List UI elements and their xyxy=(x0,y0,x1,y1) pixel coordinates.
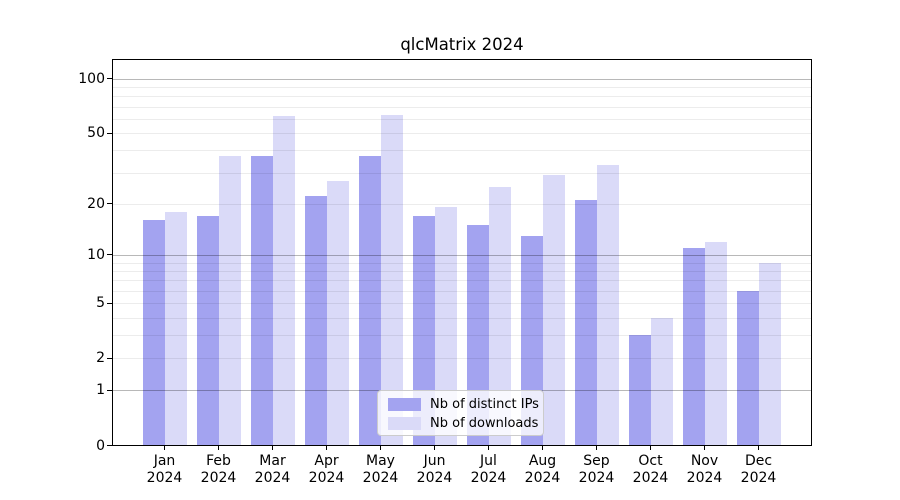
legend: Nb of distinct IPs Nb of downloads xyxy=(377,390,544,436)
x-tick-month: May xyxy=(366,453,395,469)
x-tick-label-mar: Mar 2024 xyxy=(245,453,301,487)
bar-downloads-sep xyxy=(596,165,619,446)
legend-swatch-downloads xyxy=(388,417,421,430)
x-tick-month: Jan xyxy=(153,453,176,469)
x-tick-year: 2024 xyxy=(524,470,561,486)
y-tick-label-5: 5 xyxy=(96,295,105,312)
bar-ips-oct xyxy=(628,335,651,446)
x-tick-label-may: May 2024 xyxy=(353,453,409,487)
legend-label-downloads: Nb of downloads xyxy=(430,415,539,431)
x-tick-label-nov: Nov 2024 xyxy=(677,453,733,487)
y-tick-label-1: 1 xyxy=(96,382,105,399)
x-tick-may xyxy=(380,446,381,450)
y-tick-label-50: 50 xyxy=(87,125,105,141)
y-tick-1 xyxy=(107,389,112,391)
x-tick-year: 2024 xyxy=(740,470,777,486)
x-tick-year: 2024 xyxy=(416,470,453,486)
x-tick-label-apr: Apr 2024 xyxy=(299,453,355,487)
x-tick-jun xyxy=(434,446,435,450)
plot-area xyxy=(112,59,812,446)
y-tick-2 xyxy=(107,357,112,359)
x-tick-label-jun: Jun 2024 xyxy=(407,453,463,487)
y-tick-0 xyxy=(107,445,112,446)
x-tick-year: 2024 xyxy=(254,470,291,486)
x-tick-year: 2024 xyxy=(308,470,345,486)
bar-downloads-oct xyxy=(650,317,673,446)
x-tick-label-oct: Oct 2024 xyxy=(623,453,679,487)
x-tick-month: Mar xyxy=(259,453,286,469)
x-tick-year: 2024 xyxy=(578,470,615,486)
x-tick-month: Dec xyxy=(744,453,773,469)
bar-downloads-may xyxy=(380,114,403,446)
x-tick-month: Oct xyxy=(638,453,663,469)
bar-ips-may xyxy=(358,156,381,446)
x-tick-apr xyxy=(326,446,327,450)
x-tick-month: Apr xyxy=(314,453,339,469)
bar-downloads-jan xyxy=(164,211,187,446)
y-tick-label-0: 0 xyxy=(96,437,105,454)
x-tick-year: 2024 xyxy=(470,470,507,486)
x-tick-year: 2024 xyxy=(686,470,723,486)
bars-layer xyxy=(112,59,812,446)
bar-downloads-mar xyxy=(272,116,295,446)
x-tick-year: 2024 xyxy=(200,470,237,486)
y-tick-20 xyxy=(107,203,112,205)
x-tick-jan xyxy=(164,446,165,450)
x-tick-month: Nov xyxy=(690,453,719,469)
x-tick-oct xyxy=(650,446,651,450)
x-tick-month: Aug xyxy=(528,453,557,469)
y-tick-label-100: 100 xyxy=(78,70,105,87)
x-tick-month: Feb xyxy=(206,453,231,469)
x-tick-month: Jun xyxy=(423,453,446,469)
bar-ips-jan xyxy=(142,220,165,446)
x-tick-sep xyxy=(596,446,597,450)
x-tick-label-jan: Jan 2024 xyxy=(137,453,193,487)
y-tick-label-10: 10 xyxy=(87,246,105,263)
x-tick-label-aug: Aug 2024 xyxy=(515,453,571,487)
bar-ips-nov xyxy=(682,248,705,446)
bar-downloads-apr xyxy=(326,180,349,446)
bar-ips-mar xyxy=(250,156,273,446)
bar-ips-jun xyxy=(412,215,435,446)
x-tick-month: Sep xyxy=(583,453,610,469)
x-tick-label-dec: Dec 2024 xyxy=(731,453,787,487)
chart-title: qlcMatrix 2024 xyxy=(400,35,524,54)
x-tick-year: 2024 xyxy=(632,470,669,486)
legend-row: Nb of distinct IPs xyxy=(378,395,543,414)
y-tick-100 xyxy=(107,78,112,80)
bar-downloads-nov xyxy=(704,241,727,446)
x-tick-feb xyxy=(218,446,219,450)
x-tick-jul xyxy=(488,446,489,450)
x-tick-dec xyxy=(758,446,759,450)
legend-label-distinct-ips: Nb of distinct IPs xyxy=(430,396,539,412)
x-tick-label-jul: Jul 2024 xyxy=(461,453,517,487)
x-tick-year: 2024 xyxy=(362,470,399,486)
bar-downloads-aug xyxy=(542,175,565,446)
bar-ips-dec xyxy=(736,290,759,446)
y-tick-label-20: 20 xyxy=(87,195,105,212)
x-tick-month: Jul xyxy=(480,453,497,469)
bar-ips-sep xyxy=(574,199,597,446)
y-tick-10 xyxy=(107,254,112,256)
bar-downloads-feb xyxy=(218,156,241,446)
bar-downloads-jul xyxy=(488,186,511,446)
x-tick-year: 2024 xyxy=(146,470,183,486)
legend-swatch-distinct-ips xyxy=(388,398,421,411)
bar-downloads-jun xyxy=(434,207,457,446)
x-tick-label-feb: Feb 2024 xyxy=(191,453,247,487)
legend-row: Nb of downloads xyxy=(378,414,543,433)
y-tick-label-2: 2 xyxy=(96,350,105,367)
y-tick-5 xyxy=(107,302,112,304)
x-tick-label-sep: Sep 2024 xyxy=(569,453,625,487)
x-tick-aug xyxy=(542,446,543,450)
x-tick-nov xyxy=(704,446,705,450)
bar-downloads-dec xyxy=(758,262,781,446)
y-tick-50 xyxy=(107,132,112,134)
bar-ips-apr xyxy=(304,196,327,446)
bar-ips-feb xyxy=(196,215,219,446)
x-tick-mar xyxy=(272,446,273,450)
